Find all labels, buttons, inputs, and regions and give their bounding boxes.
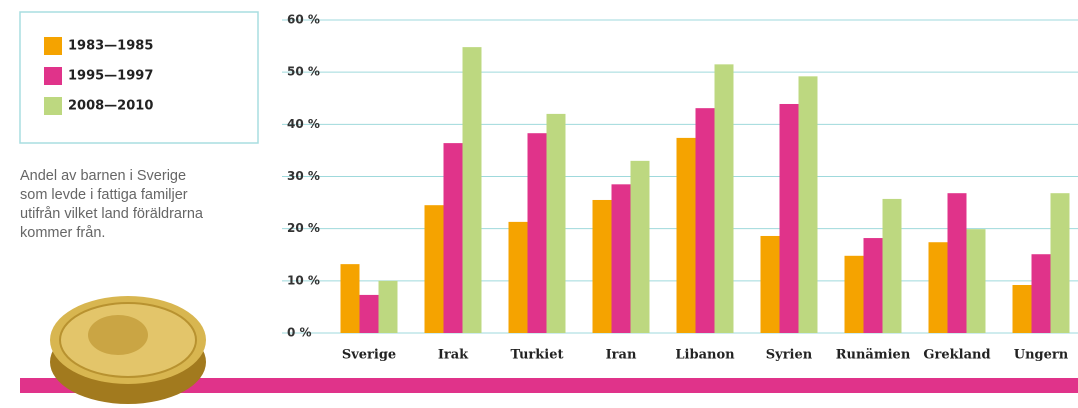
bar	[1032, 254, 1051, 333]
legend-swatch	[44, 37, 62, 55]
bar	[612, 184, 631, 333]
legend-swatch	[44, 67, 62, 85]
y-tick-label: 0 %	[287, 326, 312, 340]
description: utifrån vilket land föräldrarna	[20, 206, 204, 222]
bar	[845, 256, 864, 333]
bar	[509, 222, 528, 333]
bar	[528, 133, 547, 333]
bar	[1013, 285, 1032, 333]
bar	[593, 200, 612, 333]
legend-label: 1983—1985	[68, 39, 153, 54]
x-tick-label: Irak	[438, 348, 469, 363]
description: kommer från.	[20, 225, 105, 241]
bar	[929, 242, 948, 333]
y-tick-label: 60 %	[287, 13, 320, 27]
bar	[677, 138, 696, 333]
x-tick-label: Ungern	[1014, 348, 1069, 363]
x-tick-label: Libanon	[675, 348, 735, 363]
description: Andel av barnen i Sverige	[20, 168, 186, 184]
x-tick-label: Turkiet	[510, 348, 563, 363]
bar	[547, 114, 566, 333]
chart: 0 % 10 % 20 % 30 % 40 % 50 % 60 % Sverige Irak Tu…	[0, 0, 1078, 408]
x-tick-label: Iran	[606, 348, 637, 363]
bar	[463, 47, 482, 333]
legend-swatch	[44, 97, 62, 115]
x-tick-label: Sverige	[342, 348, 396, 363]
bar	[967, 229, 986, 333]
bar	[948, 193, 967, 333]
bar	[341, 264, 360, 333]
coin	[50, 296, 206, 404]
bar	[715, 64, 734, 333]
bar	[425, 205, 444, 333]
bar	[761, 236, 780, 333]
bar	[631, 161, 650, 333]
bar	[444, 143, 463, 333]
bar	[360, 295, 379, 333]
y-tick-label: 30 %	[287, 169, 320, 183]
description: som levde i fattiga familjer	[20, 187, 188, 203]
x-tick-label: Runämien	[836, 348, 911, 363]
bar	[1051, 193, 1070, 333]
bar	[883, 199, 902, 333]
bar	[379, 281, 398, 333]
legend-label: 1995—1997	[68, 69, 153, 84]
x-tick-label: Grekland	[923, 348, 990, 363]
x-tick-label: Syrien	[766, 348, 813, 363]
bar	[799, 76, 818, 333]
legend-label: 2008—2010	[68, 99, 153, 114]
bar	[864, 238, 883, 333]
y-tick-label: 50 %	[287, 65, 320, 79]
bar	[780, 104, 799, 333]
y-tick-label: 20 %	[287, 221, 320, 235]
y-tick-label: 10 %	[287, 273, 320, 287]
y-tick-label: 40 %	[287, 117, 320, 131]
bar	[696, 108, 715, 333]
